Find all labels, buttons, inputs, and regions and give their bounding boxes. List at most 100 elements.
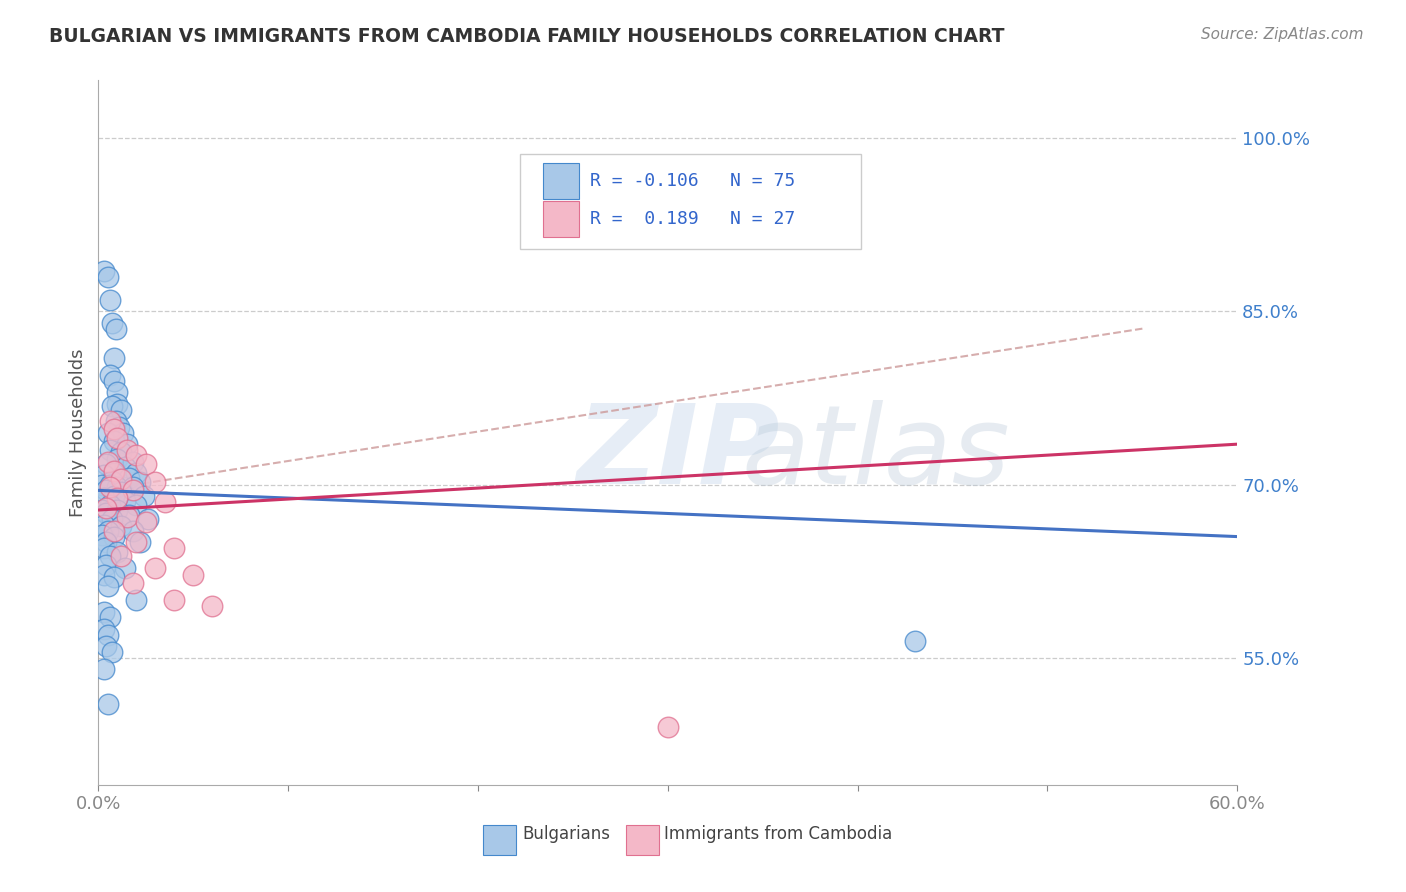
Point [121, 524, 143, 538]
Point [125, 448, 148, 462]
Point [129, 535, 152, 549]
Point [145, 475, 167, 490]
Point [110, 445, 132, 459]
Point [121, 483, 143, 498]
Point [97, 425, 120, 440]
Point [97, 524, 120, 538]
Point [904, 633, 927, 648]
Point [94, 535, 117, 549]
Point [100, 316, 122, 330]
Point [118, 471, 141, 485]
Point [98, 442, 121, 457]
Point [97, 269, 120, 284]
Point [104, 414, 127, 428]
Point [98, 610, 121, 624]
Point [94, 500, 117, 515]
Text: Immigrants from Cambodia: Immigrants from Cambodia [665, 825, 893, 843]
Point [100, 399, 122, 413]
Point [103, 351, 125, 365]
Point [93, 567, 115, 582]
Point [153, 495, 176, 509]
Point [103, 524, 125, 538]
Point [91, 528, 114, 542]
Point [107, 544, 129, 558]
Point [118, 508, 141, 522]
Point [163, 541, 186, 556]
Point [114, 460, 136, 475]
Point [135, 457, 157, 471]
Point [121, 575, 143, 590]
Point [103, 422, 125, 436]
Y-axis label: Family Households: Family Households [69, 349, 87, 516]
Point [97, 579, 120, 593]
Point [107, 385, 129, 400]
Text: ZIP: ZIP [576, 401, 780, 508]
Point [115, 442, 138, 457]
Point [94, 558, 117, 573]
Point [108, 420, 131, 434]
Point [100, 512, 122, 526]
Point [107, 397, 129, 411]
Point [110, 549, 132, 564]
Text: N = 75: N = 75 [731, 172, 796, 190]
Text: Source: ZipAtlas.com: Source: ZipAtlas.com [1201, 27, 1364, 42]
FancyBboxPatch shape [626, 825, 659, 855]
Point [100, 474, 122, 488]
Point [103, 489, 125, 503]
Point [94, 507, 117, 521]
Point [163, 593, 186, 607]
Point [93, 264, 115, 278]
Point [91, 503, 114, 517]
FancyBboxPatch shape [543, 162, 579, 200]
Point [132, 489, 155, 503]
Point [110, 402, 132, 417]
Point [110, 484, 132, 499]
Point [183, 567, 205, 582]
Point [110, 472, 132, 486]
Point [103, 466, 125, 480]
Point [98, 293, 121, 307]
Point [657, 720, 679, 734]
Point [115, 437, 138, 451]
Point [93, 468, 115, 483]
Point [103, 374, 125, 388]
Text: N = 27: N = 27 [731, 211, 796, 228]
Point [136, 512, 159, 526]
Point [110, 519, 132, 533]
Point [125, 466, 148, 480]
Point [94, 483, 117, 498]
Point [98, 477, 121, 491]
Point [103, 434, 125, 448]
Point [93, 491, 115, 506]
Point [98, 368, 121, 382]
Text: R = -0.106: R = -0.106 [591, 172, 699, 190]
Point [103, 530, 125, 544]
Point [94, 457, 117, 471]
Point [114, 561, 136, 575]
Point [93, 662, 115, 676]
Point [97, 628, 120, 642]
Point [107, 431, 129, 445]
Text: R =  0.189: R = 0.189 [591, 211, 699, 228]
Point [125, 535, 148, 549]
Point [98, 414, 121, 428]
Point [145, 561, 167, 575]
Text: Bulgarians: Bulgarians [522, 825, 610, 843]
Point [97, 454, 120, 468]
Point [115, 510, 138, 524]
FancyBboxPatch shape [520, 154, 862, 250]
Point [114, 493, 136, 508]
FancyBboxPatch shape [484, 825, 516, 855]
Point [100, 645, 122, 659]
Point [107, 491, 129, 506]
Point [94, 640, 117, 654]
Point [201, 599, 224, 613]
Point [112, 425, 135, 440]
Point [98, 499, 121, 513]
Point [103, 570, 125, 584]
FancyBboxPatch shape [543, 201, 579, 237]
Point [125, 593, 148, 607]
Point [97, 697, 120, 711]
Point [121, 480, 143, 494]
Point [93, 622, 115, 636]
